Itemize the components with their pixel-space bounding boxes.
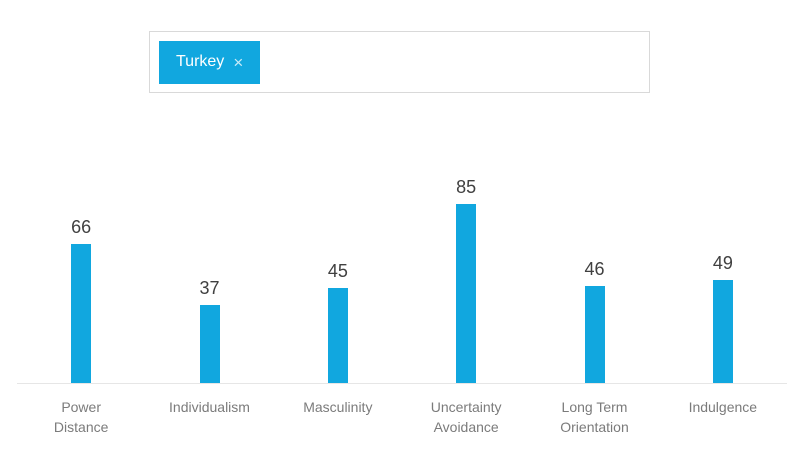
bar-value-label: 45 bbox=[327, 261, 348, 281]
bar-masculinity[interactable] bbox=[327, 288, 348, 383]
bar-value-label: 49 bbox=[712, 253, 733, 273]
country-multiselect-input[interactable]: Turkey × bbox=[149, 31, 650, 93]
x-axis-line bbox=[17, 383, 787, 384]
bar-indulgence[interactable] bbox=[712, 280, 733, 383]
category-label-individualism: Individualism bbox=[169, 399, 250, 415]
category-label-power-distance: Power Distance bbox=[53, 399, 109, 435]
bar-power-distance[interactable] bbox=[71, 244, 92, 383]
category-label-uncertainty-avoidance: Uncertainty Avoidance bbox=[430, 399, 502, 435]
bar-uncertainty-avoidance[interactable] bbox=[456, 204, 477, 383]
bar-value-label: 46 bbox=[584, 259, 605, 279]
bar-individualism[interactable] bbox=[199, 305, 220, 383]
selected-country-tag[interactable]: Turkey × bbox=[159, 40, 261, 84]
category-label-long-term-orientation: Long Term Orientation bbox=[560, 399, 629, 435]
remove-country-icon[interactable]: × bbox=[233, 52, 244, 72]
selected-country-label: Turkey bbox=[176, 53, 225, 70]
category-label-masculinity: Masculinity bbox=[303, 399, 373, 415]
category-label-indulgence: Indulgence bbox=[688, 399, 758, 415]
bar-value-label: 37 bbox=[199, 278, 220, 298]
bar-value-label: 85 bbox=[456, 177, 477, 197]
bar-value-label: 66 bbox=[71, 217, 92, 237]
bar-long-term-orientation[interactable] bbox=[584, 286, 605, 383]
